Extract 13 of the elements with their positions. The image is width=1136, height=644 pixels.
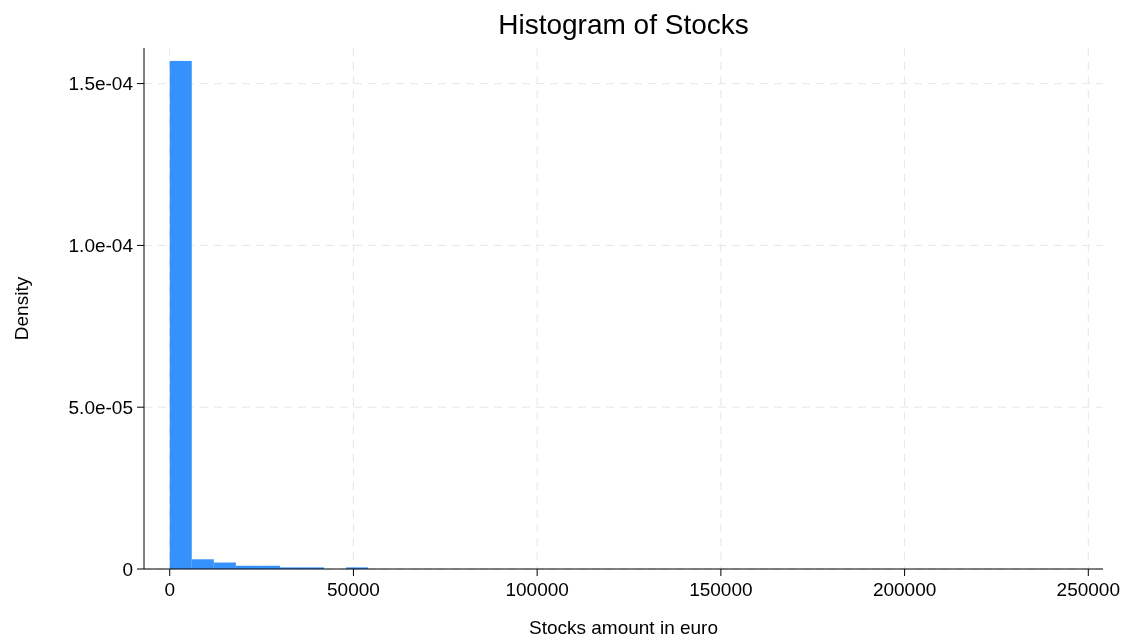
x-tick-label: 250000	[1056, 579, 1121, 600]
y-tick-label: 5.0e-05	[68, 396, 133, 418]
y-tick-label: 1.5e-04	[68, 73, 134, 95]
y-axis-title: Density	[11, 276, 32, 341]
y-tick-label: 0	[122, 558, 133, 580]
chart-title: Histogram of Stocks	[498, 9, 749, 40]
x-tick-label: 150000	[689, 579, 753, 600]
x-tick-label: 0	[164, 579, 176, 600]
y-tick-label: 1.0e-04	[68, 235, 134, 257]
x-tick-label: 200000	[872, 579, 937, 600]
x-tick-label: 100000	[505, 579, 569, 600]
x-axis-title: Stocks amount in euro	[528, 617, 719, 638]
x-tick-label: 50000	[327, 579, 380, 600]
